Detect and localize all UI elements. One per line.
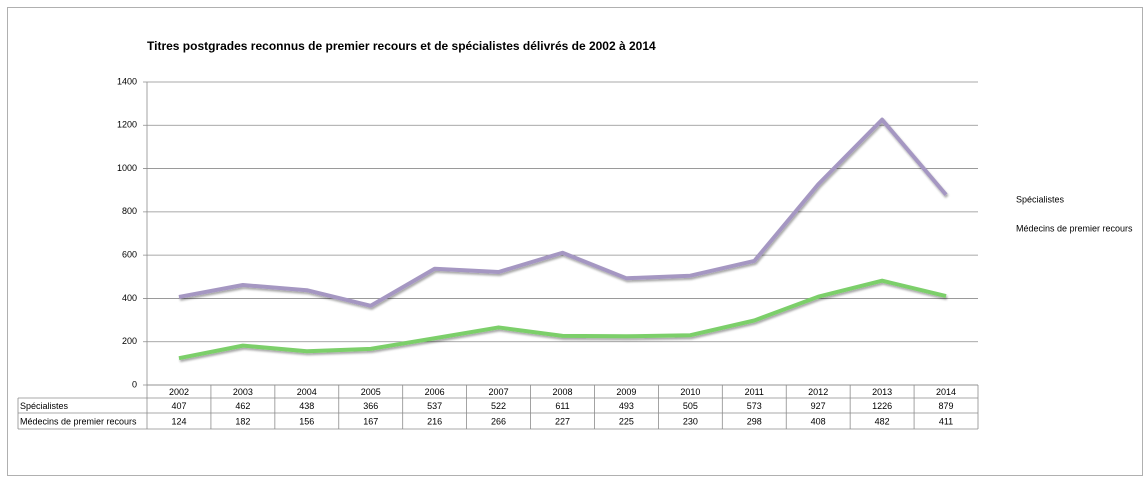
table-value: 537 [427,401,442,411]
y-tick-label: 800 [122,206,137,216]
table-value: 879 [939,401,954,411]
table-value: 408 [811,416,826,426]
x-tick-label: 2002 [169,387,189,397]
table-value: 366 [363,401,378,411]
x-tick-label: 2004 [297,387,317,397]
table-value: 230 [683,416,698,426]
chart-frame [7,7,1143,476]
y-tick-label: 400 [122,293,137,303]
table-value: 611 [555,401,569,411]
series-line [178,117,948,308]
table-row-label: Médecins de premier recours [20,416,137,426]
legend-label: Médecins de premier recours [1016,223,1133,233]
x-tick-label: 2008 [552,387,572,397]
x-tick-label: 2011 [745,387,764,397]
table-value: 298 [747,416,762,426]
table-value: 493 [619,401,634,411]
series-line [178,278,947,361]
y-tick-label: 200 [122,336,137,346]
y-tick-label: 1000 [117,163,137,173]
x-tick-label: 2006 [425,387,445,397]
x-tick-label: 2012 [808,387,828,397]
x-tick-label: 2014 [936,387,956,397]
table-value: 411 [939,416,953,426]
table-value: 927 [811,401,826,411]
y-tick-label: 0 [132,379,137,389]
legend-label: Spécialistes [1016,194,1065,204]
x-tick-label: 2003 [233,387,253,397]
table-value: 156 [299,416,314,426]
table-row-label: Spécialistes [20,401,69,411]
x-tick-label: 2013 [872,387,892,397]
table-value: 182 [235,416,250,426]
table-value: 573 [747,401,762,411]
table-value: 438 [299,401,314,411]
table-value: 482 [875,416,890,426]
x-tick-label: 2010 [680,387,700,397]
y-tick-label: 600 [122,250,137,260]
table-value: 505 [683,401,698,411]
table-value: 167 [363,416,378,426]
y-tick-label: 1200 [117,120,137,130]
table-value: 522 [491,401,506,411]
x-tick-label: 2005 [361,387,381,397]
table-value: 1226 [872,401,892,411]
table-value: 227 [555,416,570,426]
table-value: 407 [171,401,186,411]
y-tick-label: 1400 [117,76,137,86]
table-value: 462 [235,401,250,411]
table-value: 124 [171,416,186,426]
table-value: 266 [491,416,506,426]
chart-title: Titres postgrades reconnus de premier re… [147,39,656,53]
table-value: 225 [619,416,634,426]
table-value: 216 [427,416,442,426]
x-tick-label: 2007 [489,387,509,397]
x-tick-label: 2009 [616,387,636,397]
